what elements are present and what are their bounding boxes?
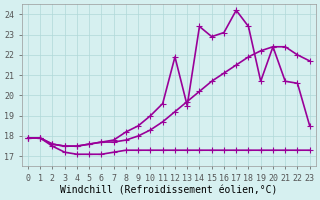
X-axis label: Windchill (Refroidissement éolien,°C): Windchill (Refroidissement éolien,°C) (60, 186, 277, 196)
